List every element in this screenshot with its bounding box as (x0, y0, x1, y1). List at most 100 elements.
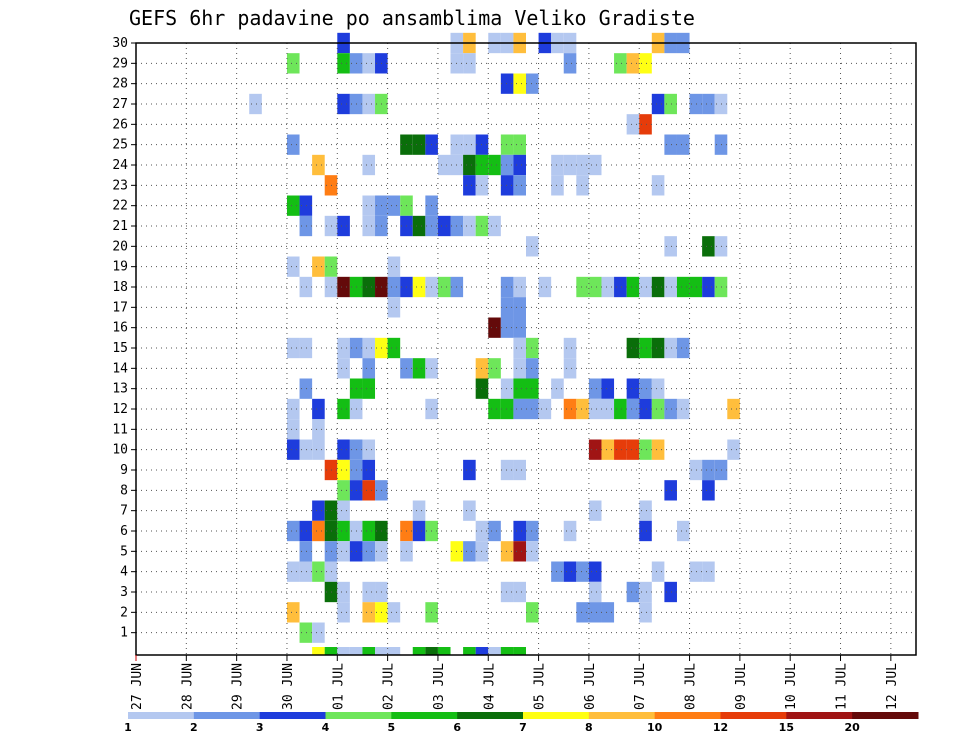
y-tick-label: 26 (112, 117, 128, 132)
heatmap-cell (362, 195, 376, 216)
heatmap-cell (312, 154, 325, 176)
heatmap-cell (362, 602, 376, 623)
heatmap-cell (463, 53, 476, 74)
y-tick-label: 14 (112, 361, 128, 376)
heatmap-cell (513, 317, 526, 338)
y-tick-label: 13 (112, 382, 128, 397)
heatmap-cell (563, 154, 577, 176)
y-tick-label: 7 (120, 504, 128, 519)
heatmap-cell (249, 93, 262, 115)
heatmap-cell (337, 93, 350, 115)
heatmap-cell (500, 541, 514, 562)
heatmap-cell (337, 480, 350, 501)
heatmap-cell (676, 134, 690, 155)
heatmap-cell (299, 195, 313, 216)
heatmap-cell (639, 602, 652, 623)
heatmap-cell (513, 378, 526, 399)
heatmap-cell (689, 276, 703, 298)
heatmap-cells (249, 32, 740, 655)
grid-lines (136, 43, 916, 655)
heatmap-cell (526, 398, 539, 420)
heatmap-cell (588, 500, 602, 521)
heatmap-cell (488, 215, 501, 237)
x-tick-label: 27 JUN (130, 663, 145, 710)
legend-swatch (193, 712, 261, 719)
legend-label: 8 (585, 721, 593, 734)
heatmap-cell (286, 256, 300, 277)
heatmap-cell (299, 561, 313, 582)
legend-swatch (523, 712, 590, 719)
heatmap-cell (588, 561, 602, 582)
heatmap-cell (513, 175, 526, 196)
y-tick-label: 28 (112, 77, 128, 92)
heatmap-cell (463, 154, 476, 176)
x-tick-label: 29 JUN (231, 663, 246, 710)
heatmap-cell (651, 276, 665, 298)
heatmap-cell (626, 398, 640, 420)
heatmap-cell (362, 520, 376, 542)
heatmap-cell (601, 439, 615, 460)
heatmap-cell (500, 398, 514, 420)
legend-swatch (128, 712, 195, 719)
heatmap-cell (337, 602, 350, 623)
heatmap-cell (362, 480, 376, 501)
heatmap-cell (412, 520, 426, 542)
heatmap-cell (689, 93, 703, 115)
heatmap-cell (639, 378, 652, 399)
heatmap-cell (676, 337, 690, 359)
legend-label: 20 (845, 721, 861, 734)
heatmap-cell (500, 647, 514, 655)
heatmap-cell (463, 175, 476, 196)
heatmap-cell (463, 647, 476, 655)
heatmap-cell (299, 337, 313, 359)
heatmap-cell (513, 154, 526, 176)
heatmap-cell (337, 439, 350, 460)
heatmap-cell (639, 53, 652, 74)
heatmap-cell (664, 398, 677, 420)
heatmap-cell (337, 398, 350, 420)
heatmap-cell (463, 459, 476, 481)
x-tick-label: 06 JUL (583, 663, 598, 710)
heatmap-cell (425, 647, 438, 655)
heatmap-cell (601, 602, 615, 623)
heatmap-cell (551, 561, 564, 582)
heatmap-cell (337, 500, 350, 521)
heatmap-cell (463, 541, 476, 562)
heatmap-cell (526, 358, 539, 379)
heatmap-cell (651, 337, 665, 359)
x-tick-label: 12 JUL (885, 663, 900, 710)
heatmap-cell (526, 520, 539, 542)
heatmap-cell (588, 276, 602, 298)
heatmap-cell (362, 276, 376, 298)
heatmap-cell (375, 647, 388, 655)
heatmap-cell (664, 337, 677, 359)
heatmap-cell (463, 215, 476, 237)
heatmap-cell (500, 73, 514, 94)
x-tick-label: 10 JUL (784, 663, 799, 710)
heatmap-cell (513, 134, 526, 155)
heatmap-cell (513, 398, 526, 420)
heatmap-cell (500, 276, 514, 298)
y-tick-label: 21 (112, 219, 128, 234)
heatmap-cell (299, 541, 313, 562)
x-tick-label: 05 JUL (533, 663, 548, 710)
heatmap-cell (337, 215, 350, 237)
heatmap-cell (513, 73, 526, 94)
heatmap-cell (286, 439, 300, 460)
heatmap-cell (286, 419, 300, 440)
heatmap-cell (614, 398, 627, 420)
heatmap-cell (576, 561, 589, 582)
heatmap-cell (513, 647, 526, 655)
legend-swatch (852, 712, 919, 719)
heatmap-cell (626, 337, 640, 359)
y-tick-label: 25 (112, 138, 128, 153)
legend-swatch (654, 712, 721, 719)
heatmap-cell (362, 378, 376, 399)
heatmap-cell (639, 398, 652, 420)
heatmap-cell (626, 53, 640, 74)
heatmap-cell (387, 602, 401, 623)
heatmap-cell (312, 439, 325, 460)
x-tick-label: 03 JUL (432, 663, 447, 710)
heatmap-cell (500, 459, 514, 481)
x-tick-label: 28 JUN (180, 663, 195, 710)
